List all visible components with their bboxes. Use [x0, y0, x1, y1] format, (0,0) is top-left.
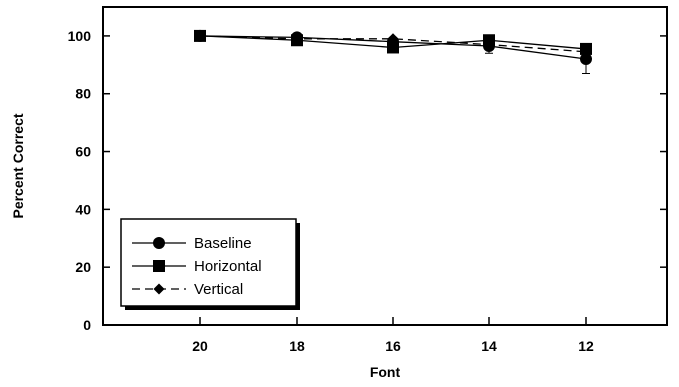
- legend-item-horizontal: Horizontal: [132, 258, 262, 275]
- legend-marker: [153, 237, 165, 249]
- x-tick-label: 12: [578, 338, 594, 354]
- data-point: [194, 30, 206, 42]
- x-tick-label: 16: [385, 338, 401, 354]
- data-point: [580, 46, 592, 58]
- x-tick-label: 20: [192, 338, 208, 354]
- series-layer: [194, 29, 592, 74]
- legend-label: Vertical: [194, 281, 243, 298]
- legend-box: [120, 218, 297, 307]
- y-tick-label: 40: [75, 201, 91, 217]
- legend-item-baseline: Baseline: [132, 235, 252, 252]
- y-tick-label: 100: [68, 28, 92, 44]
- legend: Baseline Horizontal Vertical: [120, 218, 300, 310]
- data-point: [291, 33, 303, 45]
- data-point: [483, 39, 495, 51]
- legend-item-vertical: Vertical: [132, 281, 243, 298]
- data-point: [387, 41, 399, 54]
- y-axis-label: Percent Correct: [10, 113, 26, 218]
- legend-marker: [153, 283, 165, 295]
- y-tick-label: 80: [75, 86, 91, 102]
- data-point: [580, 53, 592, 66]
- x-tick-label: 14: [481, 338, 497, 354]
- y-tick-label: 20: [75, 259, 91, 275]
- y-tick-label: 60: [75, 144, 91, 160]
- legend-label: Baseline: [194, 235, 252, 252]
- legend-label: Horizontal: [194, 258, 262, 275]
- legend-marker: [153, 260, 165, 272]
- data-point: [387, 33, 399, 45]
- x-tick-label: 18: [289, 338, 305, 354]
- y-tick-label: 0: [83, 317, 91, 333]
- x-axis: 20 18 16 14 12: [192, 317, 594, 354]
- series-vertical: [194, 30, 592, 58]
- y-axis: 0 20 40 60 80 100: [68, 28, 667, 333]
- x-axis-label: Font: [370, 364, 401, 380]
